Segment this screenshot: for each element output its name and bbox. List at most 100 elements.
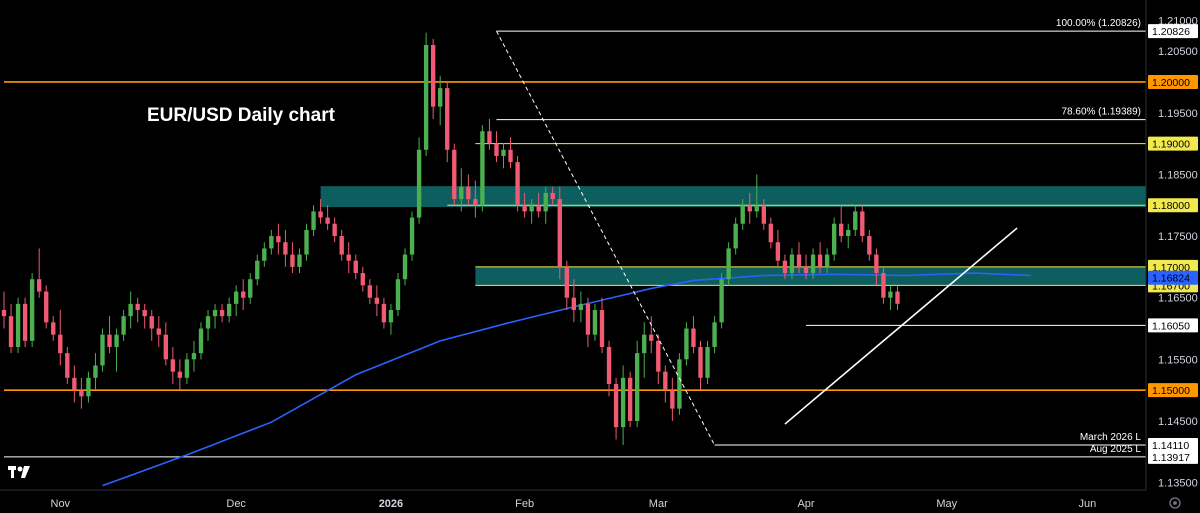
candle: [494, 131, 499, 163]
y-tick-label: 1.17500: [1158, 231, 1198, 243]
candle: [501, 143, 506, 169]
candle-body: [571, 297, 577, 311]
candle: [846, 223, 851, 249]
y-tick-label: 1.13500: [1158, 478, 1198, 490]
candle-body: [789, 254, 795, 274]
candle-body: [613, 383, 619, 428]
candle-body: [255, 260, 260, 280]
candle: [691, 316, 696, 354]
current-price-tag-text: 1.16824: [1152, 273, 1190, 285]
candle-body: [304, 229, 309, 255]
candle-body: [761, 205, 766, 224]
candle-body: [58, 334, 63, 354]
price-tag-10-bg: [1148, 449, 1198, 464]
candle-body: [241, 291, 246, 298]
candles-layer: [1, 32, 900, 446]
candle: [22, 297, 28, 348]
candle-body: [107, 334, 112, 348]
candle: [212, 303, 218, 329]
candle-body: [149, 316, 154, 329]
settings-gear-icon[interactable]: [1169, 497, 1181, 509]
candle: [395, 273, 401, 317]
candle: [712, 316, 717, 354]
level-annotation-7: 78.60% (1.19389): [1061, 107, 1141, 118]
candle: [508, 137, 513, 169]
candle: [585, 297, 591, 348]
candle-body: [649, 334, 654, 341]
candle: [860, 205, 865, 243]
candle: [339, 229, 344, 261]
price-axis[interactable]: 1.215001.210001.205001.195001.185001.175…: [1158, 0, 1198, 490]
candle-body: [606, 347, 612, 384]
candle-body: [839, 223, 844, 237]
candle: [487, 118, 492, 150]
candle-body: [438, 88, 443, 107]
candle: [677, 353, 682, 415]
price-tag-2: 1.19000: [1148, 136, 1198, 151]
candle-body: [550, 192, 555, 200]
price-tag-6-text: 1.20826: [1152, 26, 1190, 38]
candle: [853, 205, 858, 237]
candle: [205, 310, 211, 341]
candle-body: [487, 131, 492, 144]
level-annotation-6: 100.00% (1.20826): [1056, 18, 1141, 29]
candle-body: [663, 371, 668, 391]
candle-body: [290, 254, 295, 267]
x-tick-label: May: [936, 498, 957, 510]
candle: [51, 316, 56, 341]
price-tag-3-text: 1.18000: [1152, 200, 1190, 212]
candle: [740, 199, 745, 230]
candle-body: [557, 199, 562, 267]
candle-body: [226, 303, 232, 317]
candle: [318, 199, 323, 224]
candle-body: [79, 390, 84, 397]
candle-body: [599, 310, 605, 348]
price-tags: 1.200001.150001.190001.180001.170001.167…: [1148, 24, 1198, 464]
candle-body: [796, 254, 802, 267]
candle: [824, 248, 830, 274]
candle-body: [642, 334, 647, 354]
zones-layer: [320, 186, 1146, 286]
candle-body: [719, 279, 724, 323]
price-tag-10-text: 1.13917: [1152, 452, 1190, 464]
candle: [311, 205, 316, 237]
candle-body: [543, 192, 548, 212]
candle-body: [128, 303, 133, 317]
candle: [445, 81, 450, 163]
price-tag-9-bg: [1148, 438, 1198, 453]
candle: [543, 186, 548, 224]
candle-body: [409, 217, 415, 255]
candle: [241, 279, 246, 311]
candle: [226, 297, 232, 323]
candle: [107, 316, 112, 354]
candle-body: [100, 334, 105, 366]
candle-body: [670, 390, 675, 409]
candle: [15, 297, 21, 354]
candle: [578, 291, 584, 323]
candle: [423, 32, 429, 156]
candle: [782, 254, 788, 280]
x-tick-label: Nov: [51, 498, 71, 510]
candle: [550, 186, 555, 206]
candle: [128, 291, 133, 329]
candle: [754, 174, 759, 218]
trendlines-layer: [496, 30, 1018, 446]
candle: [719, 273, 724, 329]
candle: [895, 285, 900, 311]
candle: [416, 137, 422, 224]
candle: [817, 242, 823, 274]
price-tag-6-bg: [1148, 24, 1198, 39]
levels-layer: [4, 30, 1146, 458]
candle-body: [536, 205, 541, 212]
candle-body: [529, 205, 534, 212]
chart-title: EUR/USD Daily chart: [147, 105, 336, 126]
price-tag-9: 1.14110: [1148, 438, 1198, 453]
candle-body: [381, 303, 387, 323]
dashed-trendline: [496, 30, 716, 446]
candle-body: [191, 353, 197, 360]
candle-body: [353, 260, 358, 274]
candle-body: [72, 377, 77, 391]
candle: [634, 340, 640, 428]
time-axis[interactable]: Nov Dec 2026 Feb Mar Apr May Jun: [51, 498, 1097, 510]
